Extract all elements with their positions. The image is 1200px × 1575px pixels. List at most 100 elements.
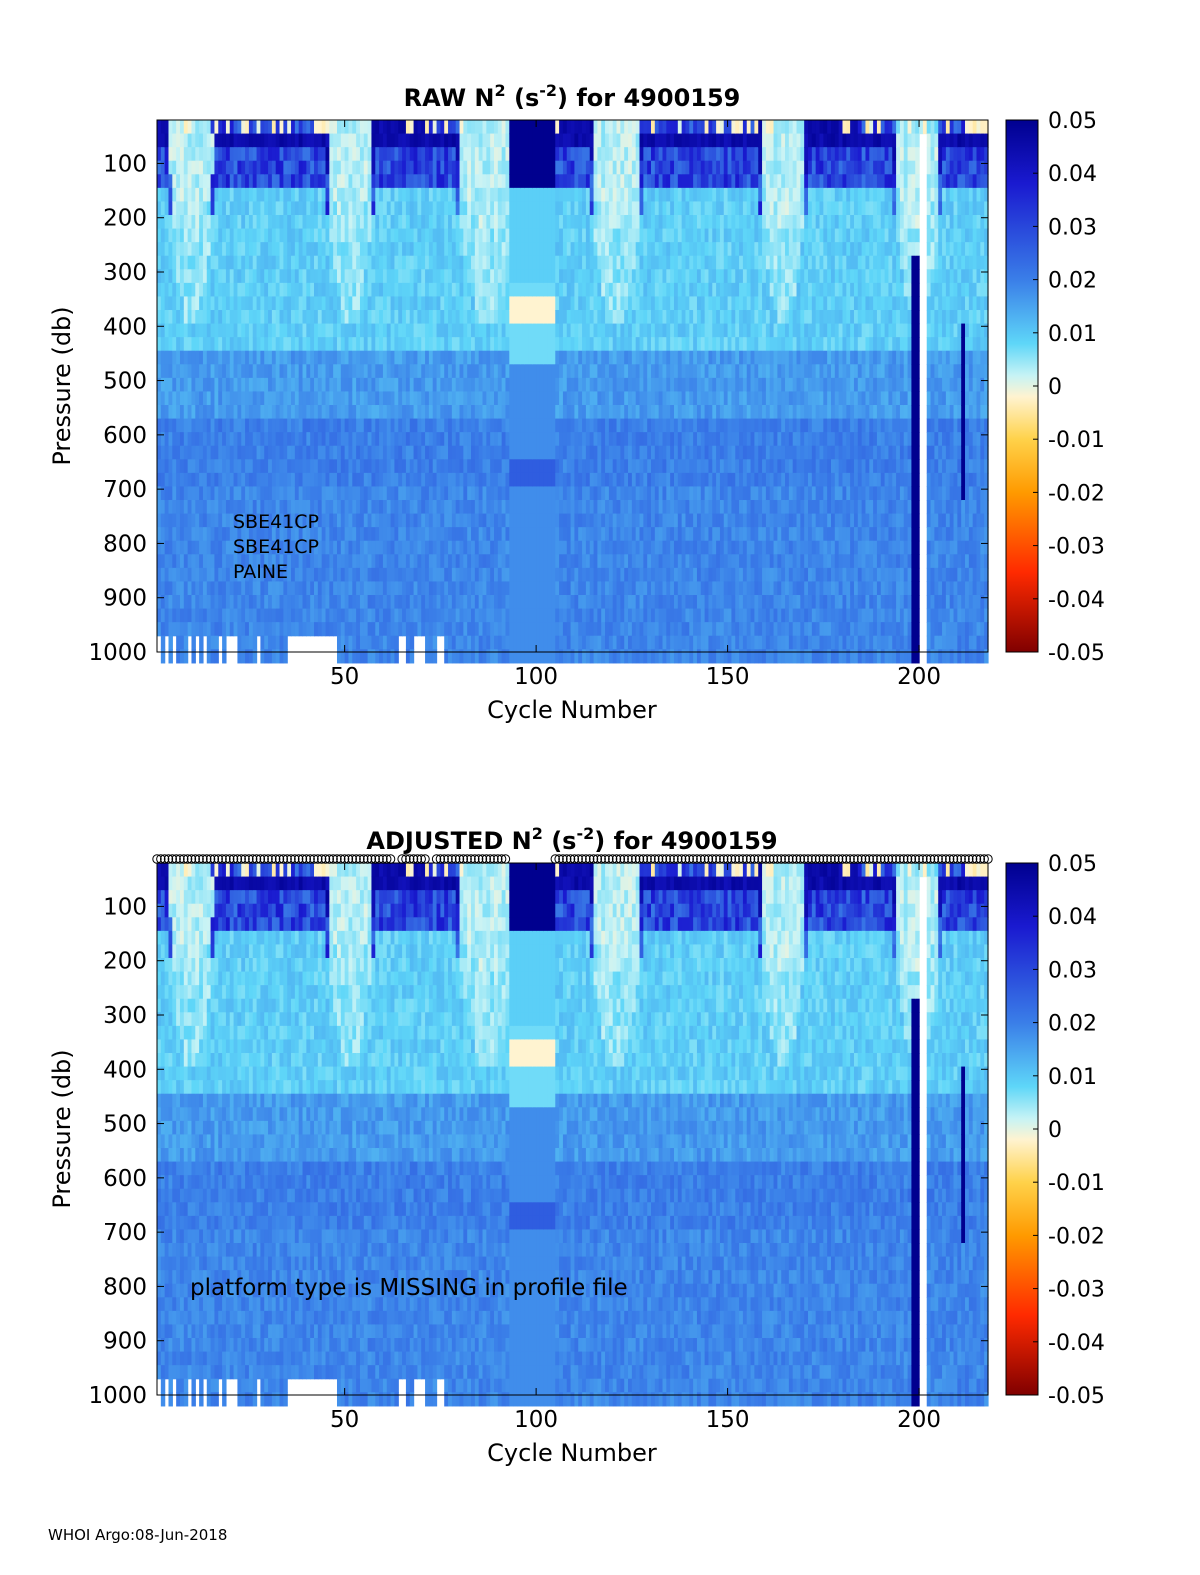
heatmap-cell <box>233 513 239 528</box>
heatmap-cell <box>206 445 212 460</box>
heatmap-cell <box>229 432 235 447</box>
heatmap-cell <box>547 323 553 338</box>
heatmap-cell <box>394 405 399 420</box>
heatmap-cell <box>616 622 621 637</box>
heatmap-cell <box>574 445 579 460</box>
heatmap-cell <box>252 120 258 135</box>
heatmap-cell <box>325 445 330 460</box>
heatmap-cell <box>225 174 231 189</box>
heatmap-cell <box>237 405 242 420</box>
heatmap-cell <box>218 377 223 393</box>
heatmap-cell <box>256 513 261 528</box>
heatmap-cell <box>233 296 239 311</box>
heatmap-cell <box>275 500 281 515</box>
heatmap-cell <box>283 174 288 189</box>
heatmap-cell <box>428 133 434 148</box>
heatmap-cell <box>390 242 396 257</box>
heatmap-cell <box>344 282 350 298</box>
heatmap-cell <box>448 160 453 175</box>
heatmap-cell <box>578 635 583 650</box>
heatmap-cell <box>448 350 453 365</box>
heatmap-cell <box>593 296 598 311</box>
heatmap-cell <box>363 608 369 623</box>
heatmap-cell <box>482 255 487 270</box>
heatmap-cell <box>432 418 438 433</box>
heatmap-cell <box>306 459 311 474</box>
heatmap-cell <box>279 160 284 175</box>
heatmap-cell <box>214 622 219 637</box>
heatmap-cell <box>490 201 495 216</box>
heatmap-cell <box>371 350 376 365</box>
heatmap-cell <box>509 310 514 325</box>
heatmap-cell <box>375 486 380 501</box>
heatmap-cell <box>382 296 388 311</box>
heatmap-cell <box>248 527 254 542</box>
heatmap-cell <box>589 282 595 298</box>
heatmap-cell <box>172 133 177 148</box>
heatmap-cell <box>539 635 545 650</box>
heatmap-cell <box>585 282 591 298</box>
heatmap-cell <box>539 459 545 474</box>
heatmap-cell <box>260 540 265 555</box>
heatmap-cell <box>482 215 487 230</box>
heatmap-cell <box>589 418 595 433</box>
heatmap-cell <box>302 187 307 203</box>
heatmap-cell <box>562 120 568 135</box>
heatmap-cell <box>428 337 434 352</box>
heatmap-cell <box>306 201 311 216</box>
heatmap-cell <box>509 608 514 623</box>
heatmap-cell <box>283 323 288 338</box>
heatmap-cell <box>164 622 170 637</box>
heatmap-cell <box>206 255 212 270</box>
heatmap-cell <box>390 445 396 460</box>
heatmap-cell <box>314 282 319 298</box>
heatmap-cell <box>352 350 357 365</box>
heatmap-cell <box>539 310 545 325</box>
heatmap-cell <box>333 242 338 257</box>
heatmap-cell <box>528 323 533 338</box>
heatmap-cell <box>183 513 189 528</box>
heatmap-cell <box>631 337 637 352</box>
heatmap-cell <box>390 174 396 189</box>
heatmap-cell <box>524 459 530 474</box>
heatmap-cell <box>528 608 533 623</box>
heatmap-cell <box>260 364 265 379</box>
heatmap-cell <box>348 228 353 243</box>
heatmap-cell <box>222 635 227 650</box>
heatmap-cell <box>605 269 610 284</box>
heatmap-cell <box>164 242 170 257</box>
heatmap-cell <box>532 242 537 257</box>
heatmap-cell <box>352 391 357 406</box>
heatmap-cell <box>264 310 269 325</box>
heatmap-cell <box>585 527 591 542</box>
heatmap-cell <box>245 377 250 393</box>
heatmap-cell <box>248 133 254 148</box>
heatmap-cell <box>321 350 327 365</box>
heatmap-cell <box>202 228 208 243</box>
heatmap-cell <box>436 377 441 393</box>
heatmap-cell <box>474 120 480 135</box>
heatmap-cell <box>486 581 491 596</box>
heatmap-cell <box>516 323 522 338</box>
heatmap-cell <box>620 377 625 393</box>
heatmap-cell <box>490 513 495 528</box>
heatmap-cell <box>532 364 537 379</box>
heatmap-cell <box>631 472 637 488</box>
heatmap-cell <box>605 242 610 257</box>
heatmap-cell <box>455 459 461 474</box>
heatmap-cell <box>436 459 441 474</box>
heatmap-cell <box>628 527 633 542</box>
heatmap-cell <box>317 622 323 637</box>
heatmap-cell <box>264 391 269 406</box>
heatmap-cell <box>237 160 242 175</box>
heatmap-cell <box>352 377 357 393</box>
heatmap-cell <box>451 350 457 365</box>
heatmap-cell <box>379 147 384 162</box>
heatmap-cell <box>478 174 484 189</box>
heatmap-cell <box>359 432 365 447</box>
heatmap-cell <box>582 595 587 610</box>
heatmap-cell <box>482 337 487 352</box>
heatmap-cell <box>566 554 572 569</box>
heatmap-cell <box>409 595 415 610</box>
heatmap-cell <box>547 500 553 515</box>
